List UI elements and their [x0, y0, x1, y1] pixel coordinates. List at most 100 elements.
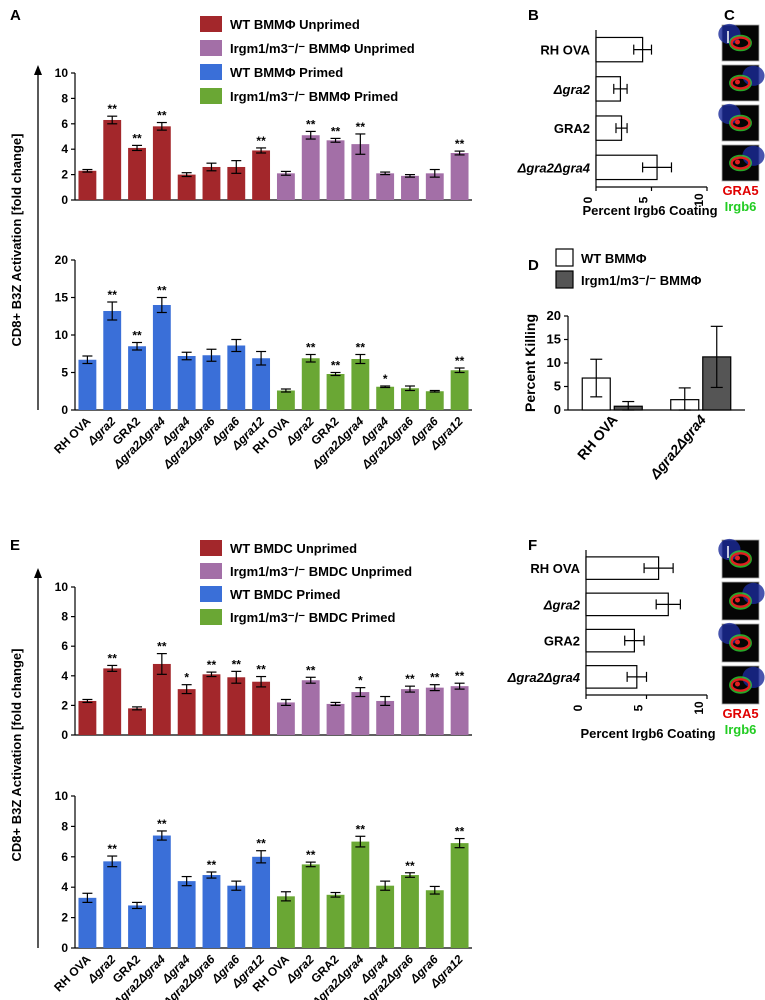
irgb6-stain	[729, 676, 752, 694]
y-tick-label: 15	[547, 332, 561, 347]
x-tick-label: 0	[571, 704, 585, 711]
y-tick-label: 2	[61, 911, 68, 925]
bar	[326, 374, 345, 410]
significance-label: **	[306, 848, 316, 862]
significance-label: **	[455, 825, 465, 839]
bar	[152, 305, 171, 410]
y-tick-label: 6	[61, 850, 68, 864]
irgb6-stain	[729, 550, 752, 568]
significance-label: **	[157, 640, 167, 654]
y-axis-label: Percent Killing	[522, 314, 538, 412]
bar	[301, 135, 320, 200]
y-tick-label: 0	[554, 402, 561, 417]
y-tick-label: 8	[61, 819, 68, 833]
bar	[202, 166, 221, 200]
significance-label: *	[383, 372, 388, 386]
bar	[450, 370, 469, 410]
bar	[351, 841, 370, 948]
bar	[276, 702, 295, 735]
bar	[301, 358, 320, 410]
significance-label: **	[108, 651, 118, 665]
legend-swatch	[200, 88, 222, 104]
panel-G: GGRA5Irgb6	[718, 537, 765, 737]
y-axis-arrowhead	[34, 65, 42, 75]
stain-label-green: Irgb6	[725, 199, 757, 214]
bar	[128, 905, 146, 948]
irgb6-stain	[729, 34, 752, 52]
bar	[425, 890, 444, 948]
x-tick-label: 5	[632, 704, 646, 711]
significance-label: **	[132, 131, 142, 145]
y-tick-label: 5	[61, 366, 68, 380]
irgb6-stain	[729, 634, 752, 652]
legend-label: WT BMDC Primed	[230, 587, 341, 602]
y-tick-label: 15	[55, 291, 69, 305]
y-tick-label: 2	[61, 168, 68, 182]
x-tick-label: 5	[637, 196, 651, 203]
y-tick-label: 10	[55, 580, 69, 594]
significance-label: **	[306, 663, 316, 677]
significance-label: **	[256, 663, 266, 677]
gra5-stain-dot	[735, 639, 740, 645]
x-axis-label: Percent Irgb6 Coating	[582, 203, 717, 218]
stain-label-green: Irgb6	[725, 722, 757, 737]
x-tick-label: 10	[692, 193, 706, 207]
bar	[450, 843, 469, 948]
gra5-stain-dot	[735, 681, 740, 687]
legend-label: WT BMMΦ	[581, 251, 647, 266]
y-tick-label: 0	[61, 941, 68, 955]
panel-label-A: A	[10, 7, 21, 24]
y-axis-arrowhead	[34, 568, 42, 578]
significance-label: *	[184, 671, 189, 685]
gra5-stain	[730, 116, 751, 130]
bar	[276, 896, 295, 948]
significance-label: **	[356, 120, 366, 134]
bar	[376, 700, 395, 735]
significance-label: **	[430, 671, 440, 685]
panel-E: E CD8+ B3Z Activation [fold change] WT BMD…	[9, 537, 472, 1000]
irgb6-stain	[729, 154, 752, 172]
significance-label: **	[405, 859, 415, 873]
y-tick-label: 20	[55, 253, 69, 267]
bar	[401, 388, 419, 410]
x-tick-label: Δgra2	[283, 414, 317, 448]
legend-label: Irgm1/m3⁻/⁻ BMDC Primed	[230, 610, 395, 625]
significance-label: **	[356, 822, 366, 836]
bar	[128, 708, 146, 735]
legend-swatch	[200, 609, 222, 625]
legend-label: WT BMMΦ Unprimed	[230, 17, 360, 32]
category-label: Δgra2	[553, 82, 591, 97]
gra5-stain-dot	[735, 79, 740, 85]
significance-label: **	[157, 817, 167, 831]
gra5-stain	[730, 36, 751, 50]
y-tick-label: 10	[55, 66, 69, 80]
bar	[351, 359, 370, 410]
bar	[326, 140, 345, 200]
legend-label: Irgm1/m3⁻/⁻ BMMΦ	[581, 273, 702, 288]
y-axis-label: CD8+ B3Z Activation [fold change]	[9, 134, 24, 347]
bar	[227, 166, 246, 200]
legend-label: WT BMMΦ Primed	[230, 65, 343, 80]
significance-label: **	[157, 109, 167, 123]
significance-label: *	[358, 674, 363, 688]
legend-swatch	[200, 540, 222, 556]
significance-label: **	[306, 117, 316, 131]
significance-label: **	[108, 842, 118, 856]
bar	[301, 680, 320, 735]
bar	[252, 150, 271, 200]
significance-label: **	[256, 837, 266, 851]
y-tick-label: 6	[61, 117, 68, 131]
bar	[227, 345, 246, 410]
legend-swatch	[555, 270, 574, 289]
legend-label: Irgm1/m3⁻/⁻ BMDC Unprimed	[230, 564, 412, 579]
bar	[425, 687, 444, 735]
legend-swatch	[200, 16, 222, 32]
bar	[401, 689, 419, 735]
bar	[450, 153, 469, 200]
significance-label: **	[331, 124, 341, 138]
bar	[425, 173, 444, 200]
legend-swatch	[555, 248, 574, 267]
panel-F: F 0 5 10 RH OVA Δgra2 GRA2 Δgra2Δgra4 Percent Ir…	[507, 537, 716, 741]
significance-label: **	[232, 657, 242, 671]
bar	[326, 894, 345, 948]
